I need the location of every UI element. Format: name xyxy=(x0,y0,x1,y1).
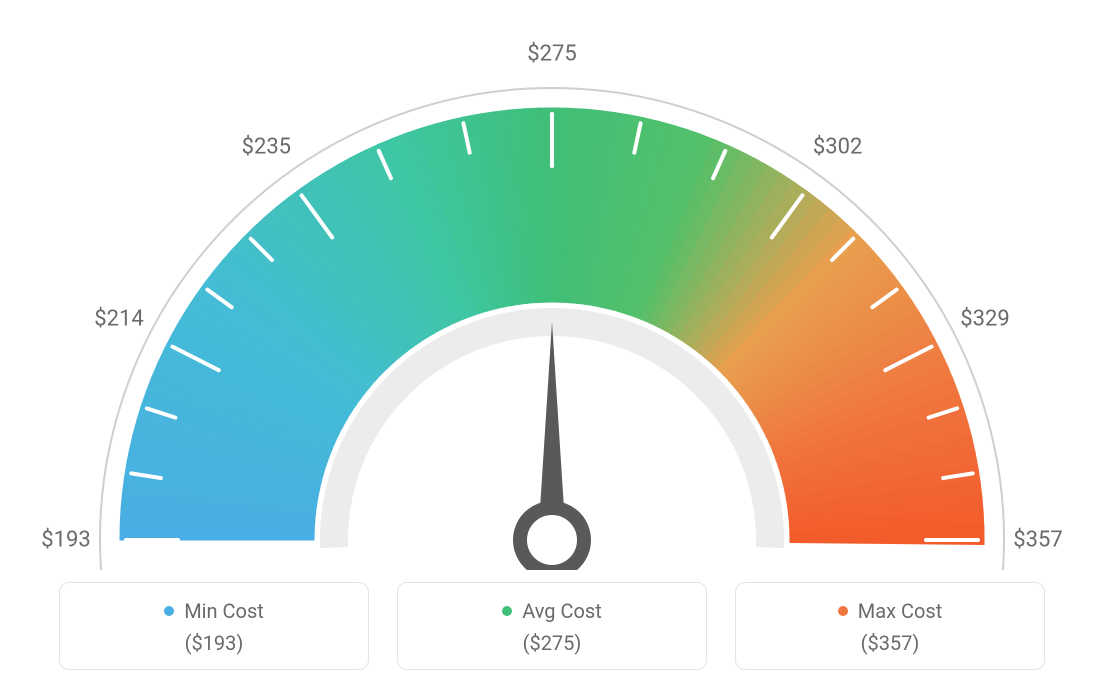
gauge-tick-label: $329 xyxy=(960,307,1009,332)
cost-gauge-widget: $193 $214 $235 $275 $302 $329 $357 Min Cost ($… xyxy=(0,0,1104,690)
legend-value-min: ($193) xyxy=(70,631,358,655)
legend-title-avg: Avg Cost xyxy=(502,599,602,623)
legend-label-avg: Avg Cost xyxy=(522,599,602,623)
legend-label-max: Max Cost xyxy=(858,599,943,623)
gauge-tick-label: $235 xyxy=(242,134,291,159)
gauge-tick-label: $214 xyxy=(94,307,143,332)
legend-label-min: Min Cost xyxy=(184,599,264,623)
legend-card-max: Max Cost ($357) xyxy=(735,582,1045,670)
legend-row: Min Cost ($193) Avg Cost ($275) Max Cost… xyxy=(0,582,1104,670)
gauge-tick-label: $302 xyxy=(813,134,862,159)
gauge-tick-label: $275 xyxy=(527,42,576,67)
legend-value-max: ($357) xyxy=(746,631,1034,655)
legend-card-avg: Avg Cost ($275) xyxy=(397,582,707,670)
gauge-tick-label: $357 xyxy=(1013,528,1062,553)
legend-title-max: Max Cost xyxy=(838,599,943,623)
legend-dot-max xyxy=(838,606,848,616)
gauge-svg xyxy=(32,10,1072,570)
legend-dot-avg xyxy=(502,606,512,616)
gauge-tick-label: $193 xyxy=(41,528,90,553)
legend-value-avg: ($275) xyxy=(408,631,696,655)
legend-dot-min xyxy=(164,606,174,616)
legend-title-min: Min Cost xyxy=(164,599,264,623)
legend-card-min: Min Cost ($193) xyxy=(59,582,369,670)
gauge-area: $193 $214 $235 $275 $302 $329 $357 xyxy=(0,0,1104,570)
